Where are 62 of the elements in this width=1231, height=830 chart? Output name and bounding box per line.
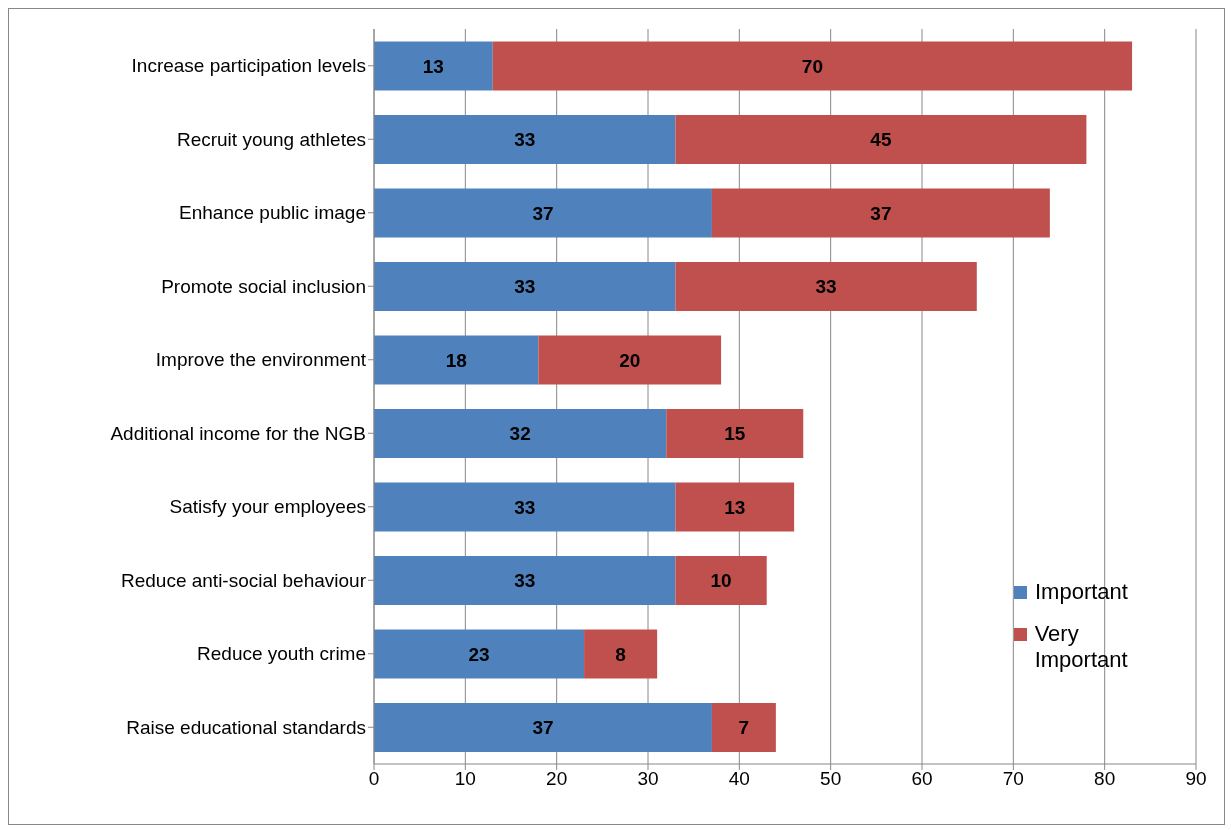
- x-tick-label: 0: [368, 768, 380, 790]
- bar: [711, 188, 1050, 238]
- x-tick-label: 40: [728, 768, 750, 790]
- bar: [675, 115, 1087, 164]
- y-tick-label: Enhance public image: [179, 202, 366, 224]
- x-tick-label: 60: [911, 768, 933, 790]
- data-label: 20: [619, 349, 641, 371]
- legend-label: Very Important: [1034, 621, 1129, 673]
- y-tick-label: Promote social inclusion: [161, 275, 366, 297]
- bar: [374, 115, 676, 164]
- y-tick-label: Satisfy your employees: [169, 496, 366, 518]
- bar: [374, 41, 493, 91]
- x-tick-label: 70: [1002, 768, 1024, 790]
- bar: [666, 409, 804, 458]
- data-label: 37: [532, 202, 554, 224]
- bar: [675, 482, 795, 532]
- data-label: 13: [422, 55, 444, 77]
- data-label: 37: [532, 717, 554, 739]
- x-tick-label: 10: [454, 768, 476, 790]
- data-label: 15: [724, 423, 746, 445]
- y-tick-label: Increase participation levels: [131, 55, 366, 77]
- data-label: 33: [514, 570, 536, 592]
- x-tick-label: 50: [820, 768, 842, 790]
- bar: [675, 262, 977, 311]
- bar: [584, 629, 658, 679]
- data-label: 33: [514, 276, 536, 298]
- data-label: 33: [514, 496, 536, 518]
- data-label: 32: [509, 423, 531, 445]
- bar: [675, 556, 767, 605]
- y-tick-label: Reduce anti-social behaviour: [120, 569, 367, 591]
- bar: [374, 629, 585, 679]
- y-tick-label: Raise educational standards: [126, 716, 366, 738]
- data-label: 70: [801, 55, 823, 77]
- bar: [538, 335, 722, 385]
- bar: [374, 556, 676, 605]
- data-label: 8: [615, 643, 626, 665]
- data-label: 18: [445, 349, 467, 371]
- data-label: 45: [870, 129, 892, 151]
- bar: [374, 409, 667, 458]
- x-tick-label: 90: [1185, 768, 1207, 790]
- y-tick-label: Reduce youth crime: [197, 643, 366, 665]
- bar: [492, 41, 1133, 91]
- bar: [374, 703, 712, 752]
- data-label: 7: [738, 717, 750, 739]
- x-tick-label: 20: [546, 768, 568, 790]
- bar: [374, 188, 712, 238]
- bar: [374, 335, 539, 385]
- bar: [374, 482, 676, 532]
- legend-label: Important: [1035, 579, 1128, 605]
- data-label: 33: [815, 276, 837, 298]
- data-label: 37: [870, 202, 892, 224]
- bar: [374, 262, 676, 311]
- bar: [711, 703, 776, 752]
- data-label: 23: [468, 643, 490, 665]
- x-tick-label: 30: [637, 768, 659, 790]
- y-tick-label: Recruit young athletes: [176, 128, 366, 150]
- y-tick-label: Additional income for the NGB: [110, 422, 366, 444]
- y-tick-label: Improve the environment: [155, 349, 367, 371]
- data-label: 13: [724, 496, 746, 518]
- data-label: 33: [514, 129, 536, 151]
- data-label: 10: [710, 570, 732, 592]
- x-tick-label: 80: [1094, 768, 1116, 790]
